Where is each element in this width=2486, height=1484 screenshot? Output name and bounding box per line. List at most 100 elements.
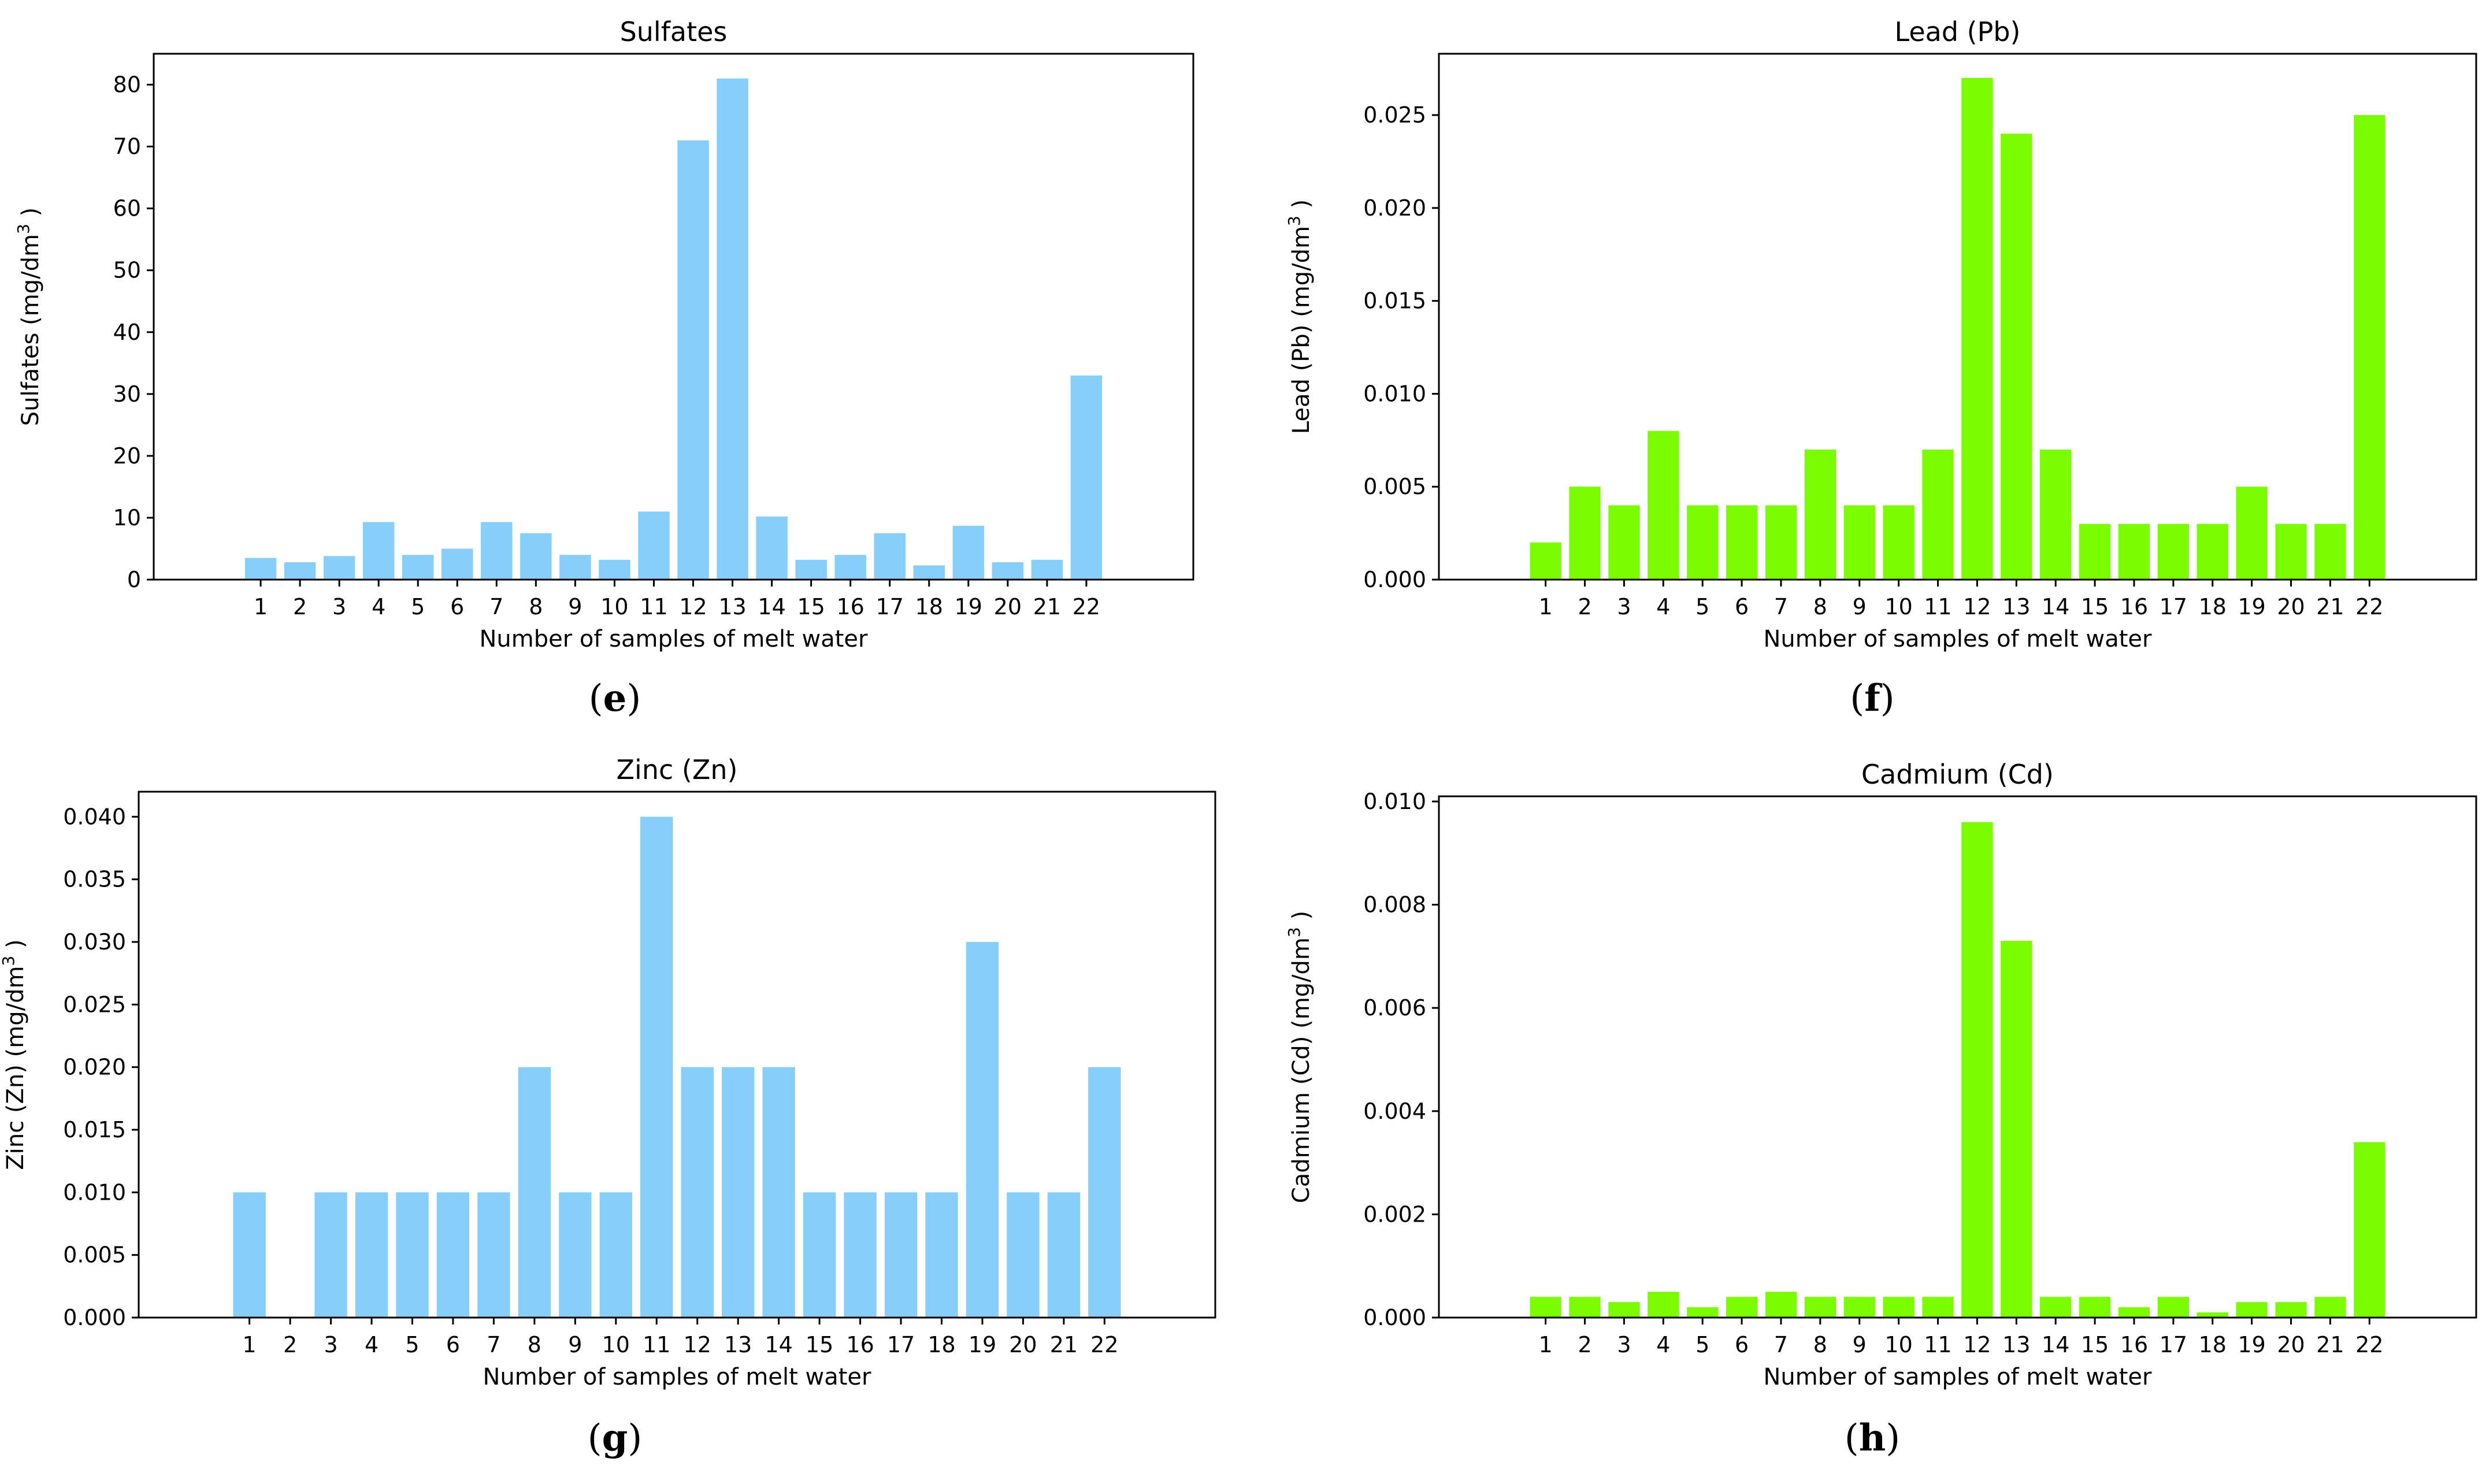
x-tick-label: 18 (2199, 1332, 2227, 1357)
x-tick-label: 16 (837, 594, 864, 619)
y-tick-label: 0.000 (63, 1305, 126, 1330)
bar-22 (1088, 1067, 1121, 1318)
panel-label-letter: f (1864, 677, 1882, 720)
y-tick-label: 0.040 (63, 804, 126, 829)
x-tick-label: 13 (2002, 1332, 2030, 1357)
x-tick-label: 4 (372, 594, 385, 619)
x-tick-label: 13 (718, 594, 746, 619)
x-tick-label: 12 (679, 594, 707, 619)
bar-16 (844, 1192, 877, 1318)
bar-11 (1922, 449, 1954, 580)
x-tick-label: 19 (2238, 1332, 2265, 1357)
bar-11 (640, 817, 673, 1318)
bar-9 (559, 1192, 592, 1318)
x-tick-label: 22 (1073, 594, 1100, 619)
bar-20 (1007, 1192, 1040, 1318)
plot-frame (1438, 53, 2477, 581)
x-tick-label: 2 (283, 1332, 297, 1357)
x-tick-label: 8 (1813, 1332, 1827, 1357)
y-tick-label: 0.020 (63, 1055, 126, 1080)
chart-title: Zinc (Zn) (617, 754, 738, 785)
y-tick-label: 0.010 (63, 1179, 126, 1205)
y-axis-label-superscript: 3 (1285, 216, 1304, 226)
x-tick-label: 9 (1853, 594, 1867, 619)
bar-7 (1765, 505, 1797, 580)
chart-panel-h: 1 2 3 4 5 6 7 8 9 10 11 12 13 14 15 16 17 18 19 20 21 220.000… (1285, 759, 2477, 1460)
bar-1 (244, 558, 277, 580)
bar-12 (677, 140, 709, 580)
chart-panel-g: 1 2 3 4 5 6 7 8 9 10 11 12 13 14 15 16 17 18 19 20 21 220.000… (0, 754, 1216, 1460)
y-tick-label: 0 (127, 567, 141, 592)
x-tick-label: 14 (2042, 594, 2069, 619)
bar-21 (2314, 1297, 2346, 1318)
panel-label-close: ) (1880, 677, 1895, 720)
bar-6 (1726, 1297, 1758, 1318)
y-tick-label: 0.025 (1363, 102, 1426, 128)
bar-1 (1530, 1297, 1561, 1318)
x-tick-label: 5 (411, 594, 425, 619)
y-tick-label: 80 (113, 72, 141, 98)
x-tick-label: 17 (2160, 594, 2187, 619)
bar-15 (2079, 524, 2111, 580)
x-tick-label: 12 (1963, 1332, 1991, 1357)
x-tick-label: 4 (365, 1332, 379, 1357)
x-axis-label: Number of samples of melt water (1764, 626, 2153, 652)
bar-22 (1070, 375, 1103, 580)
x-tick-label: 6 (1735, 594, 1749, 619)
bar-14 (756, 516, 788, 580)
x-tick-label: 10 (1884, 594, 1912, 619)
bar-2 (1569, 487, 1601, 580)
x-tick-label: 11 (640, 594, 667, 619)
bar-12 (1961, 822, 1993, 1318)
x-tick-label: 22 (2355, 1332, 2383, 1357)
x-tick-label: 14 (765, 1332, 792, 1357)
y-axis-label-superscript: 3 (1285, 927, 1304, 937)
bar-8 (1804, 449, 1836, 580)
y-tick-label: 70 (113, 134, 141, 159)
bar-19 (952, 525, 985, 580)
y-tick-label: 0.005 (63, 1242, 126, 1268)
y-tick-label: 0.000 (1363, 567, 1426, 592)
x-tick-label: 22 (1090, 1332, 1118, 1357)
panel-label-close: ) (626, 677, 641, 720)
x-tick-label: 19 (2238, 594, 2265, 619)
bar-12 (1961, 77, 1993, 580)
x-tick-label: 7 (487, 1332, 500, 1357)
y-axis-label-end: ) (1288, 911, 1315, 927)
x-tick-label: 10 (1884, 1332, 1912, 1357)
y-tick-label: 30 (113, 381, 141, 407)
bar-17 (874, 533, 906, 580)
x-tick-label: 1 (1539, 1332, 1553, 1357)
x-tick-label: 9 (1853, 1332, 1867, 1357)
y-axis-label-superscript: 3 (0, 956, 18, 966)
bar-3 (323, 556, 355, 580)
panel-label: (g) (588, 1416, 643, 1460)
plot-frame (138, 791, 1216, 1319)
bar-8 (1804, 1297, 1836, 1318)
bar-1 (1530, 542, 1561, 580)
bar-4 (362, 522, 395, 580)
panel-label-close: ) (628, 1417, 642, 1460)
x-tick-label: 15 (797, 594, 825, 619)
panel-label-open: ( (589, 677, 603, 720)
x-tick-label: 2 (293, 594, 307, 619)
y-tick-label: 20 (113, 443, 141, 469)
bar-5 (402, 555, 434, 580)
bar-22 (2354, 1142, 2385, 1318)
bar-17 (884, 1192, 918, 1318)
y-tick-label: 0.025 (63, 992, 126, 1017)
x-tick-label: 21 (2316, 594, 2344, 619)
bar-21 (2314, 524, 2346, 580)
y-tick-label: 0.015 (63, 1117, 126, 1142)
y-axis-label: Lead (Pb) (mg/dm3 ) (1285, 199, 1315, 434)
bar-5 (396, 1192, 429, 1318)
bar-16 (2118, 524, 2150, 580)
panel-label-open: ( (1850, 677, 1864, 720)
x-tick-label: 14 (758, 594, 785, 619)
y-tick-label: 10 (113, 505, 141, 530)
x-tick-label: 5 (405, 1332, 419, 1357)
bar-6 (436, 1192, 470, 1318)
bar-9 (559, 555, 591, 580)
bar-11 (638, 511, 670, 580)
panel-label-open: ( (588, 1417, 602, 1460)
